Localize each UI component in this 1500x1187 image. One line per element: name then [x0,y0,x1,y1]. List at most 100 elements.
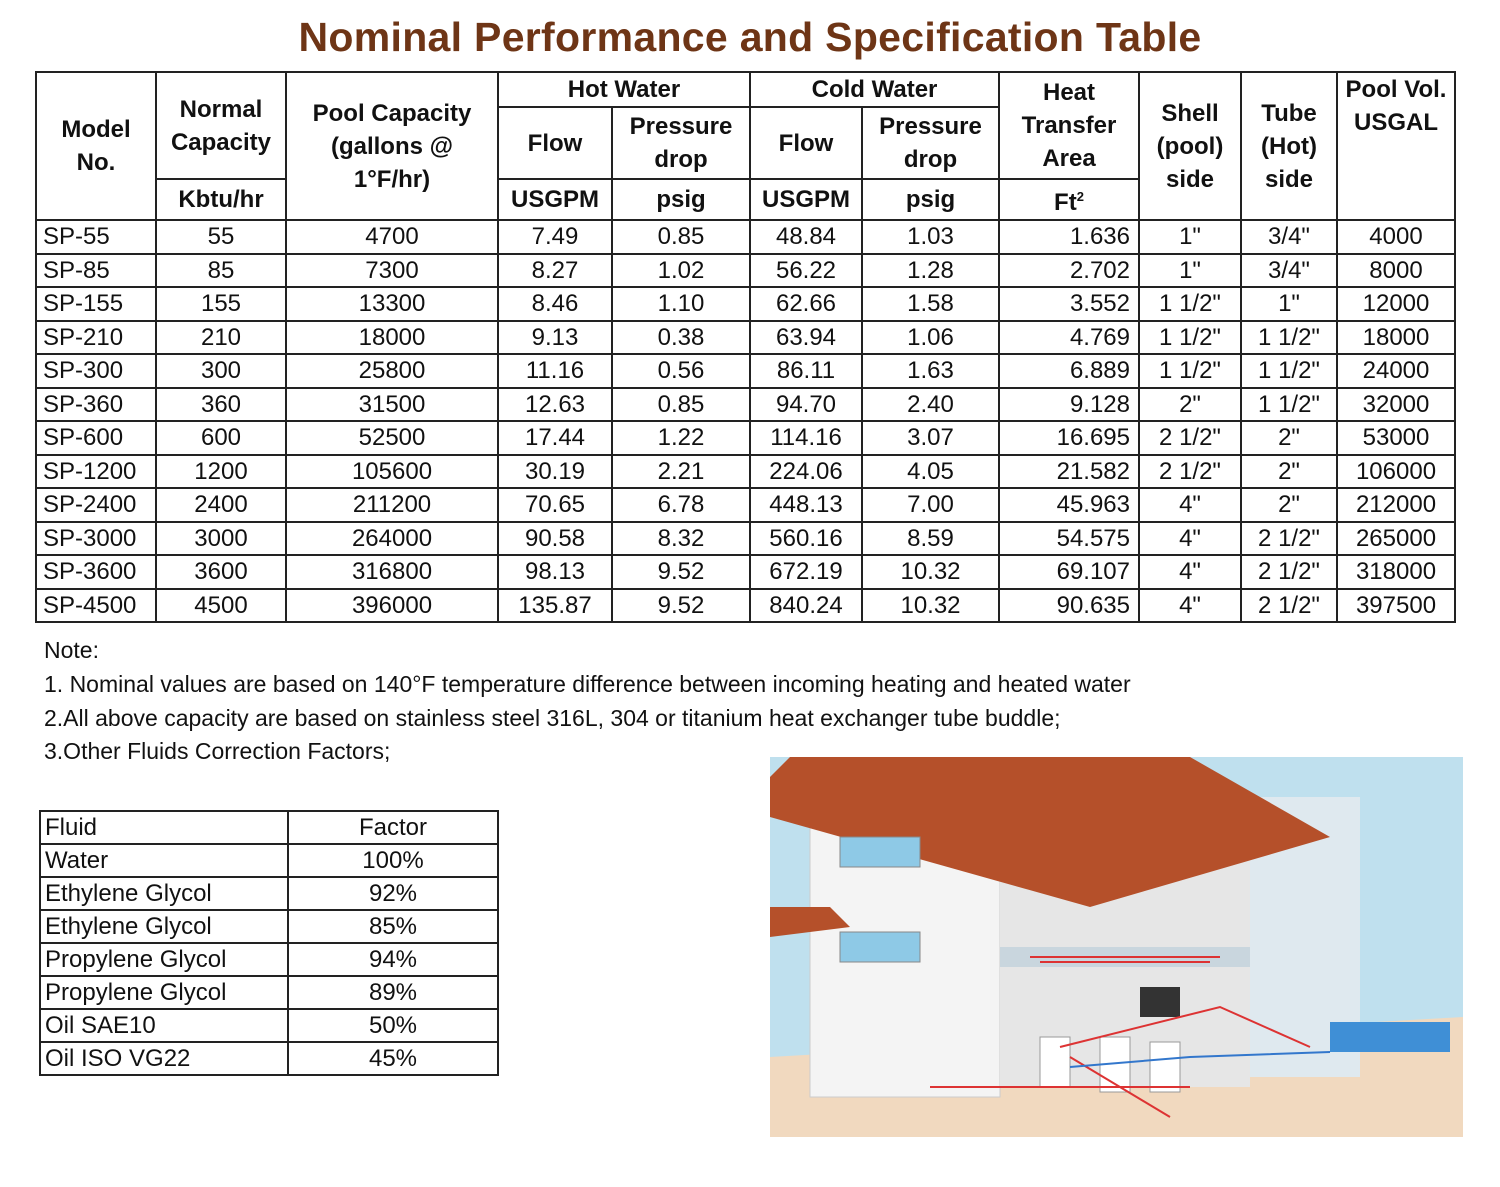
fluid-cell: Oil SAE10 [39,1008,289,1043]
cell-shell-size: 1" [1138,219,1242,255]
cell-shell-size: 4" [1138,587,1242,623]
cell-hot-pressure: 0.56 [611,353,751,389]
cell-cold-pressure: 10.32 [861,554,1000,590]
cell-normal-capacity: 210 [155,319,287,355]
note-2: 2.All above capacity are based on stainl… [44,705,1061,731]
cell-tube-size: 2" [1240,453,1338,489]
cell-heat-transfer-area: 54.575 [998,520,1140,556]
cell-model: SP-210 [35,319,157,355]
cell-pool-volume: 53000 [1336,420,1456,456]
cell-model: SP-3000 [35,520,157,556]
factor-cell: 85% [287,909,499,944]
header-cold-pressure: Pressure drop [861,106,1000,180]
cell-tube-size: 1" [1240,286,1338,322]
cell-pool-capacity: 105600 [285,453,499,489]
cell-tube-size: 2 1/2" [1240,520,1338,556]
cell-hot-pressure: 1.22 [611,420,751,456]
cell-hot-flow: 12.63 [497,386,613,422]
cell-normal-capacity: 55 [155,219,287,255]
header-normal-capacity: Normal Capacity [155,71,287,180]
cell-heat-transfer-area: 4.769 [998,319,1140,355]
factor-cell: 100% [287,843,499,878]
cell-pool-capacity: 7300 [285,252,499,288]
fluid-row: Propylene Glycol 89% [39,975,499,1010]
cell-cold-pressure: 1.63 [861,353,1000,389]
cell-tube-size: 2 1/2" [1240,554,1338,590]
unit-ft: Ft [1054,189,1077,216]
note-3: 3.Other Fluids Correction Factors; [44,738,391,764]
cell-hot-flow: 135.87 [497,587,613,623]
cell-cold-flow: 56.22 [749,252,863,288]
cell-hot-flow: 70.65 [497,487,613,523]
cell-pool-capacity: 13300 [285,286,499,322]
cell-cold-pressure: 4.05 [861,453,1000,489]
cell-shell-size: 1 1/2" [1138,286,1242,322]
cell-hot-flow: 8.27 [497,252,613,288]
factor-cell: 45% [287,1041,499,1076]
cell-pool-volume: 265000 [1336,520,1456,556]
cell-heat-transfer-area: 16.695 [998,420,1140,456]
cell-shell-size: 1 1/2" [1138,319,1242,355]
cell-pool-volume: 8000 [1336,252,1456,288]
cell-pool-volume: 318000 [1336,554,1456,590]
cell-shell-size: 2 1/2" [1138,453,1242,489]
cell-normal-capacity: 85 [155,252,287,288]
cell-hot-pressure: 9.52 [611,554,751,590]
factor-cell: 89% [287,975,499,1010]
cell-tube-size: 2 1/2" [1240,587,1338,623]
header-shell: Shell (pool) side [1138,71,1242,221]
cell-cold-pressure: 10.32 [861,587,1000,623]
cell-hot-flow: 7.49 [497,219,613,255]
unit-cold-flow: USGPM [749,178,863,221]
cell-pool-volume: 32000 [1336,386,1456,422]
cell-hot-flow: 90.58 [497,520,613,556]
fluid-row: Ethylene Glycol 92% [39,876,499,911]
cell-shell-size: 2" [1138,386,1242,422]
table-row: SP-3600 3600 316800 98.13 9.52 672.19 10.32 69.… [35,554,1456,590]
note-1: 1. Nominal values are based on 140°F tem… [44,671,1131,697]
cell-hot-pressure: 2.21 [611,453,751,489]
header-heat-transfer: Heat Transfer Area [998,71,1140,180]
cell-cold-pressure: 1.03 [861,219,1000,255]
cell-hot-pressure: 8.32 [611,520,751,556]
fluid-header-row: Fluid Factor [39,810,499,845]
cell-hot-flow: 98.13 [497,554,613,590]
cell-pool-capacity: 396000 [285,587,499,623]
cell-cold-flow: 62.66 [749,286,863,322]
fluid-row: Ethylene Glycol 85% [39,909,499,944]
cell-heat-transfer-area: 90.635 [998,587,1140,623]
fluid-row: Propylene Glycol 94% [39,942,499,977]
cell-model: SP-2400 [35,487,157,523]
cell-pool-capacity: 211200 [285,487,499,523]
cell-shell-size: 2 1/2" [1138,420,1242,456]
unit-heat-area: Ft2 [998,178,1140,221]
house-heating-system-illustration [770,757,1463,1137]
cell-shell-size: 1" [1138,252,1242,288]
cell-cold-flow: 448.13 [749,487,863,523]
cell-normal-capacity: 3600 [155,554,287,590]
cell-model: SP-1200 [35,453,157,489]
cell-hot-pressure: 0.85 [611,386,751,422]
table-row: SP-2400 2400 211200 70.65 6.78 448.13 7.00 45.9… [35,487,1456,523]
fluid-cell: Ethylene Glycol [39,876,289,911]
header-pool-capacity: Pool Capacity (gallons @ 1°F/hr) [285,71,499,221]
cell-cold-pressure: 2.40 [861,386,1000,422]
cell-cold-flow: 48.84 [749,219,863,255]
fluid-cell: Ethylene Glycol [39,909,289,944]
cell-heat-transfer-area: 6.889 [998,353,1140,389]
cell-model: SP-360 [35,386,157,422]
cell-normal-capacity: 4500 [155,587,287,623]
cell-cold-pressure: 7.00 [861,487,1000,523]
cell-cold-flow: 63.94 [749,319,863,355]
spec-table: Model No. Normal Capacity Pool Capacity … [35,71,1456,623]
cell-cold-flow: 672.19 [749,554,863,590]
cell-hot-pressure: 6.78 [611,487,751,523]
cell-hot-pressure: 0.85 [611,219,751,255]
cell-cold-flow: 94.70 [749,386,863,422]
cell-hot-flow: 9.13 [497,319,613,355]
factor-header: Factor [287,810,499,845]
cell-pool-volume: 24000 [1336,353,1456,389]
table-row: SP-600 600 52500 17.44 1.22 114.16 3.07 16.695 2… [35,420,1456,456]
cell-pool-volume: 12000 [1336,286,1456,322]
cell-cold-pressure: 8.59 [861,520,1000,556]
